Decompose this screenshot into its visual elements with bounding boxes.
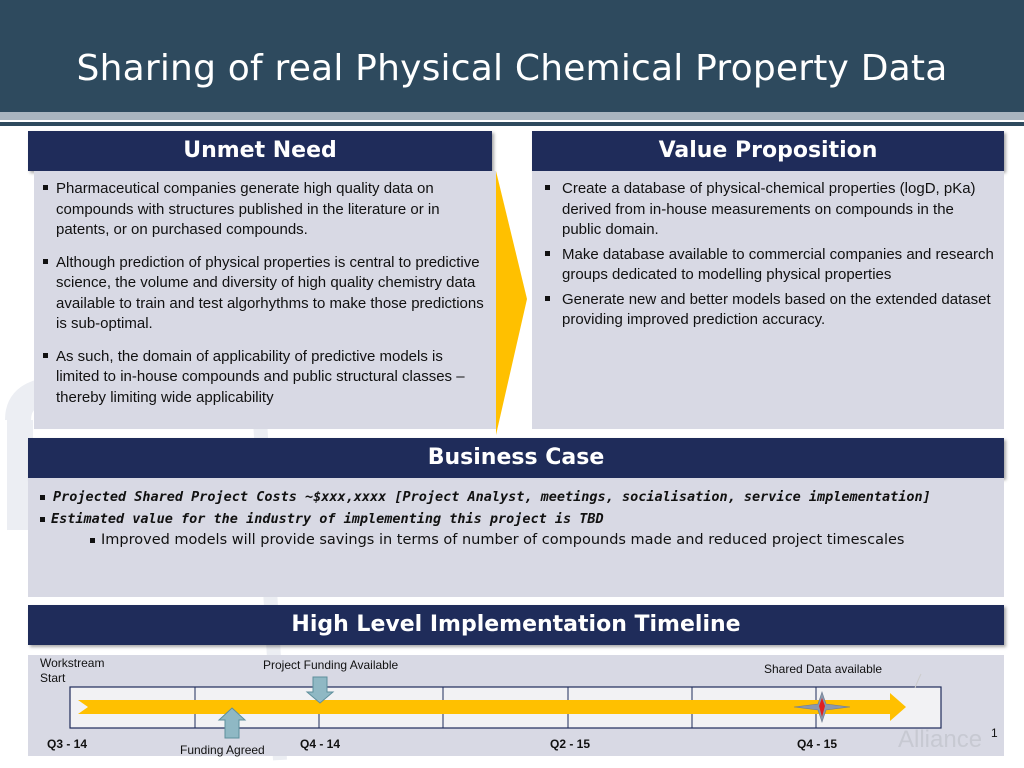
- business-case-header: Business Case: [28, 438, 1004, 478]
- quarter-label: Q3 - 14: [47, 737, 88, 751]
- funding-agreed-label: Funding Agreed: [180, 743, 265, 757]
- unmet-need-bullet: Although prediction of physical properti…: [42, 253, 488, 335]
- business-case-line: Estimated value for the industry of impl…: [40, 508, 1000, 530]
- quarter-label: Q2 - 15: [550, 737, 591, 751]
- timeline-header: High Level Implementation Timeline: [28, 605, 1004, 645]
- unmet-need-bullet: As such, the domain of applicability of …: [42, 347, 488, 409]
- unmet-need-list: Pharmaceutical companies generate high q…: [34, 171, 496, 408]
- project-funding-marker-icon: [305, 676, 335, 704]
- chevron-right-arrow-icon: [496, 171, 527, 435]
- bullet-marker: [40, 494, 45, 500]
- project-funding-available-label: Project Funding Available: [263, 658, 399, 672]
- timeline-progress-arrow: [78, 693, 906, 721]
- slide-title: Sharing of real Physical Chemical Proper…: [76, 48, 948, 89]
- decorative-swoosh: [914, 673, 922, 689]
- business-case-sub-bullet: Improved models will provide savings in …: [90, 530, 990, 550]
- business-case-panel: Projected Shared Project Costs ~$xxx,xxx…: [28, 478, 1004, 597]
- value-proposition-bullet: Create a database of physical-chemical p…: [544, 179, 994, 241]
- quarter-label: Q4 - 14: [300, 737, 341, 751]
- value-proposition-header: Value Proposition: [532, 131, 1004, 171]
- title-rule: [0, 112, 1024, 120]
- unmet-need-bullet: Pharmaceutical companies generate high q…: [42, 179, 488, 241]
- business-case-value-text: Estimated value for the industry of impl…: [51, 511, 604, 527]
- title-bar: [0, 0, 1024, 112]
- business-case-savings-text: Improved models will provide savings in …: [101, 532, 905, 548]
- value-proposition-panel: Create a database of physical-chemical p…: [532, 171, 1004, 429]
- value-proposition-bullet: Generate new and better models based on …: [544, 290, 994, 331]
- workstream-start-label: Workstream Start: [40, 656, 105, 685]
- timeline-graphic: [69, 673, 942, 739]
- unmet-need-header: Unmet Need: [28, 131, 492, 171]
- unmet-need-panel: Pharmaceutical companies generate high q…: [34, 171, 496, 429]
- bullet-marker: [90, 537, 95, 543]
- title-rule-thin: [0, 122, 1024, 126]
- bullet-marker: [40, 516, 45, 522]
- value-proposition-bullet: Make database available to commercial co…: [544, 245, 994, 286]
- funding-agreed-marker-icon: [217, 707, 247, 739]
- shared-data-star-core-icon: [819, 698, 825, 717]
- alliance-watermark: Alliance: [898, 726, 983, 753]
- shared-data-available-label: Shared Data available: [764, 662, 883, 676]
- value-proposition-list: Create a database of physical-chemical p…: [532, 171, 1004, 331]
- quarter-label: Q4 - 15: [797, 737, 838, 751]
- page-number: 1: [991, 726, 998, 740]
- business-case-line: Projected Shared Project Costs ~$xxx,xxx…: [40, 486, 1000, 508]
- business-case-cost-text: Projected Shared Project Costs ~$xxx,xxx…: [53, 489, 931, 505]
